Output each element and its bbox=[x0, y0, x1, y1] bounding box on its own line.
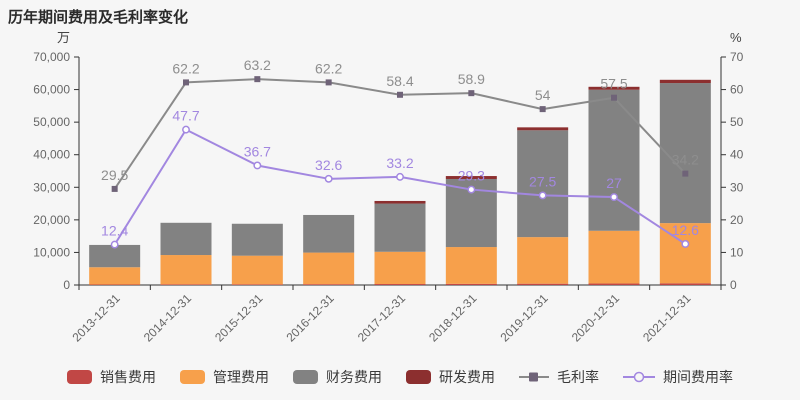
svg-text:10: 10 bbox=[730, 245, 744, 259]
expense-ratio-line-circle-icon bbox=[623, 371, 655, 383]
svg-text:0: 0 bbox=[63, 278, 70, 292]
svg-text:万: 万 bbox=[57, 30, 70, 45]
svg-text:20,000: 20,000 bbox=[33, 213, 70, 227]
legend-label: 毛利率 bbox=[557, 369, 599, 385]
svg-text:58.4: 58.4 bbox=[386, 73, 413, 89]
svg-text:2013-12-31: 2013-12-31 bbox=[69, 291, 123, 345]
legend: 销售费用 管理费用 财务费用 研发费用 毛利率 期间费用率 bbox=[0, 362, 800, 392]
svg-text:57.5: 57.5 bbox=[600, 76, 627, 92]
svg-text:62.2: 62.2 bbox=[172, 60, 199, 76]
legend-label: 销售费用 bbox=[100, 369, 156, 385]
svg-text:50,000: 50,000 bbox=[33, 115, 70, 129]
svg-text:12.4: 12.4 bbox=[101, 223, 128, 239]
svg-text:20: 20 bbox=[730, 213, 744, 227]
legend-item-finance-expense[interactable]: 财务费用 bbox=[293, 367, 382, 387]
svg-text:2016-12-31: 2016-12-31 bbox=[283, 291, 337, 345]
svg-text:60: 60 bbox=[730, 83, 744, 97]
svg-text:62.2: 62.2 bbox=[315, 60, 342, 76]
svg-text:70,000: 70,000 bbox=[33, 50, 70, 64]
svg-text:2017-12-31: 2017-12-31 bbox=[355, 291, 409, 345]
rd-expense-swatch-icon bbox=[406, 370, 431, 384]
svg-text:2018-12-31: 2018-12-31 bbox=[426, 291, 480, 345]
svg-text:40,000: 40,000 bbox=[33, 148, 70, 162]
svg-text:50: 50 bbox=[730, 115, 744, 129]
svg-text:70: 70 bbox=[730, 50, 744, 64]
svg-text:32.6: 32.6 bbox=[315, 157, 342, 173]
sales-expense-swatch-icon bbox=[67, 370, 92, 384]
svg-text:29.3: 29.3 bbox=[458, 168, 485, 184]
svg-text:12.6: 12.6 bbox=[672, 222, 699, 238]
svg-text:2020-12-31: 2020-12-31 bbox=[569, 291, 623, 345]
chart-title: 历年期间费用及毛利率变化 bbox=[8, 9, 189, 26]
svg-text:29.5: 29.5 bbox=[101, 167, 128, 183]
legend-item-rd-expense[interactable]: 研发费用 bbox=[406, 367, 495, 387]
svg-text:27: 27 bbox=[606, 175, 622, 191]
svg-text:2014-12-31: 2014-12-31 bbox=[141, 291, 195, 345]
svg-text:58.9: 58.9 bbox=[458, 71, 485, 87]
legend-item-expense-ratio[interactable]: 期间费用率 bbox=[623, 367, 733, 387]
svg-text:33.2: 33.2 bbox=[386, 155, 413, 171]
legend-label: 研发费用 bbox=[439, 369, 495, 385]
finance-expense-swatch-icon bbox=[293, 370, 318, 384]
svg-text:40: 40 bbox=[730, 148, 744, 162]
svg-text:2019-12-31: 2019-12-31 bbox=[497, 291, 551, 345]
svg-text:47.7: 47.7 bbox=[172, 108, 199, 124]
svg-text:34.2: 34.2 bbox=[672, 152, 699, 168]
legend-label: 期间费用率 bbox=[663, 369, 733, 385]
gross-margin-line-square-icon bbox=[519, 372, 549, 382]
svg-text:10,000: 10,000 bbox=[33, 245, 70, 259]
admin-expense-swatch-icon bbox=[180, 370, 205, 384]
svg-text:2021-12-31: 2021-12-31 bbox=[640, 291, 694, 345]
legend-item-sales-expense[interactable]: 销售费用 bbox=[67, 367, 156, 387]
svg-text:27.5: 27.5 bbox=[529, 173, 556, 189]
legend-item-gross-margin[interactable]: 毛利率 bbox=[519, 367, 599, 387]
svg-text:%: % bbox=[730, 30, 742, 45]
svg-text:54: 54 bbox=[535, 87, 551, 103]
legend-item-admin-expense[interactable]: 管理费用 bbox=[180, 367, 269, 387]
legend-label: 财务费用 bbox=[326, 369, 382, 385]
svg-text:60,000: 60,000 bbox=[33, 83, 70, 97]
svg-text:36.7: 36.7 bbox=[244, 143, 271, 159]
svg-text:63.2: 63.2 bbox=[244, 57, 271, 73]
svg-text:30,000: 30,000 bbox=[33, 180, 70, 194]
legend-label: 管理费用 bbox=[213, 369, 269, 385]
svg-text:30: 30 bbox=[730, 180, 744, 194]
svg-text:2015-12-31: 2015-12-31 bbox=[212, 291, 266, 345]
combo-chart: 0 10,000 20,000 30,000 40,000 50,000 60,000 70,… bbox=[33, 30, 744, 345]
svg-text:0: 0 bbox=[730, 278, 737, 292]
